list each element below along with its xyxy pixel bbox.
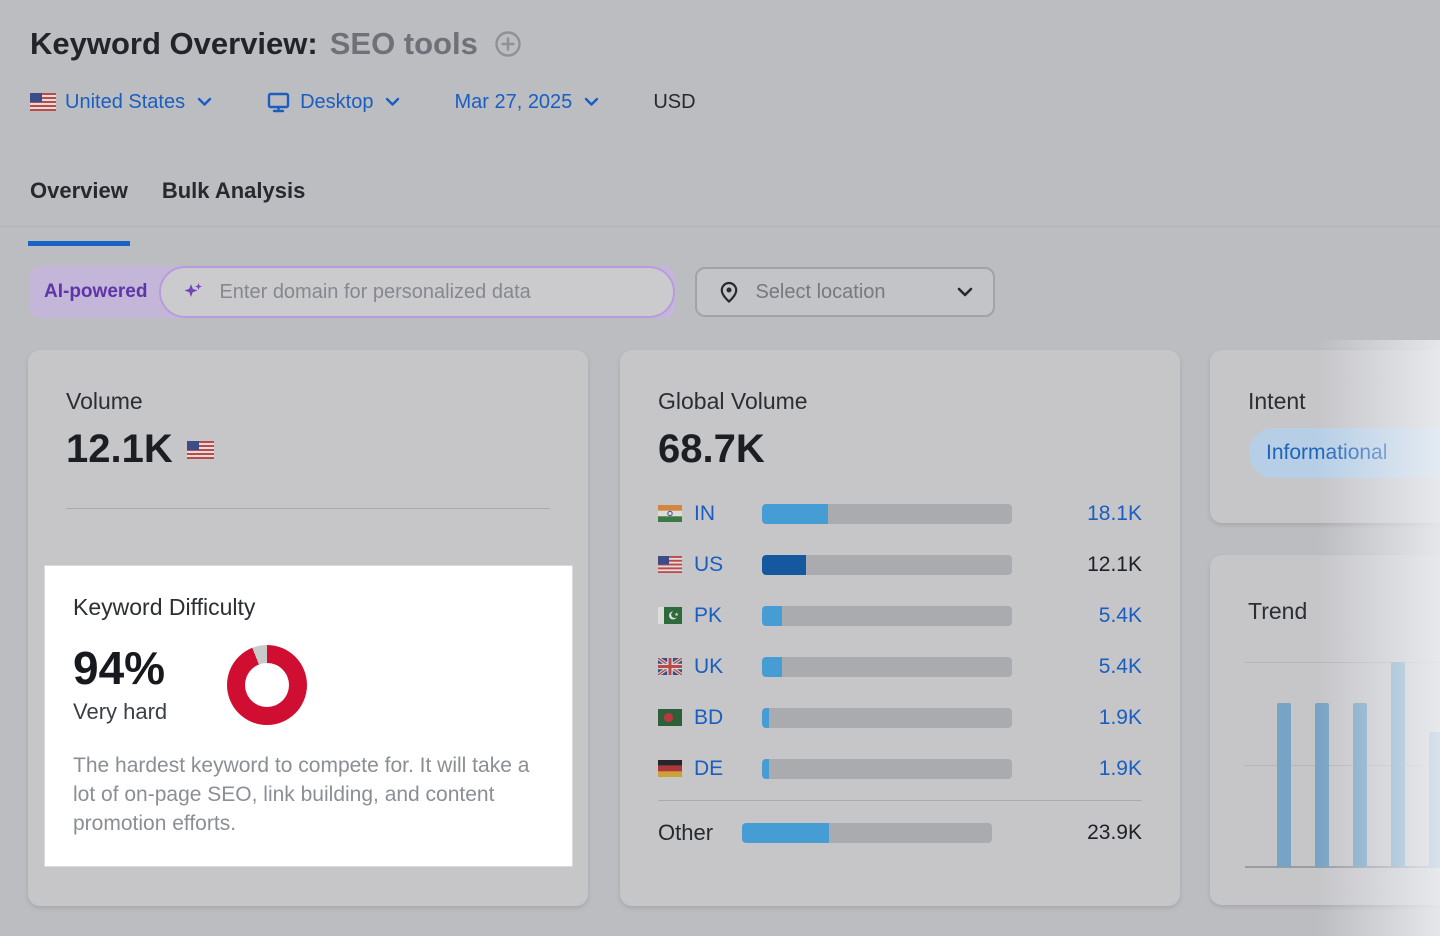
device-filter[interactable]: Desktop	[266, 90, 400, 114]
chevron-down-icon	[385, 97, 400, 107]
country-volume-amount[interactable]: 5.4K	[1098, 603, 1142, 627]
tabs: Overview Bulk Analysis	[0, 176, 1440, 246]
other-volume-amount: 23.9K	[1087, 820, 1142, 844]
chevron-down-icon	[957, 287, 973, 298]
page-title: Keyword Overview:	[30, 26, 318, 61]
country-link-in[interactable]: IN	[694, 501, 715, 525]
country-row-pk: PK 5.4K	[658, 590, 1142, 641]
global-volume-label: Global Volume	[658, 388, 808, 414]
divider	[66, 508, 550, 509]
country-volume-bar	[762, 554, 1012, 575]
country-volume-amount[interactable]: 1.9K	[1098, 756, 1142, 780]
filter-bar: United States Desktop Mar 27, 2025 USD	[30, 90, 696, 114]
date-filter[interactable]: Mar 27, 2025	[454, 91, 599, 114]
country-volume-bar	[762, 707, 1012, 728]
country-volume-bar	[762, 758, 1012, 779]
date-filter-label: Mar 27, 2025	[454, 90, 573, 113]
country-link-bd[interactable]: BD	[694, 705, 724, 729]
trend-bar	[1315, 703, 1329, 867]
keyword-difficulty-panel: Keyword Difficulty 94% Very hard The har…	[44, 565, 573, 867]
currency-label: USD	[653, 90, 696, 113]
other-volume-row: Other 23.9K	[658, 807, 1142, 858]
global-volume-value: 68.7K	[658, 427, 765, 471]
plus-circle-icon[interactable]	[494, 30, 522, 58]
keyword-difficulty-description: The hardest keyword to compete for. It w…	[73, 754, 530, 835]
country-volume-amount: 12.1K	[1087, 552, 1142, 576]
us-flag-icon	[658, 556, 682, 573]
keyword-difficulty-label: Keyword Difficulty	[73, 594, 256, 620]
tab-overview[interactable]: Overview	[28, 176, 130, 246]
page-keyword: SEO tools	[329, 26, 478, 61]
country-filter[interactable]: United States	[30, 91, 212, 114]
chevron-down-icon	[584, 97, 599, 107]
country-row-in: IN 18.1K	[658, 488, 1142, 539]
device-filter-label: Desktop	[300, 90, 374, 113]
country-row-us: US 12.1K	[658, 539, 1142, 590]
trend-bar	[1429, 731, 1440, 867]
keyword-difficulty-level: Very hard	[73, 699, 168, 724]
divider	[658, 800, 1142, 801]
country-volume-amount[interactable]: 5.4K	[1098, 654, 1142, 678]
select-location-label: Select location	[755, 280, 886, 303]
country-link-de[interactable]: DE	[694, 756, 724, 780]
country-volume-amount[interactable]: 18.1K	[1087, 501, 1142, 525]
pk-flag-icon	[658, 607, 682, 624]
country-volume-list: IN 18.1K US 12.1K PK 5.4K	[658, 488, 1142, 858]
country-row-bd: BD 1.9K	[658, 692, 1142, 743]
intent-badge-text: Informational	[1266, 441, 1388, 464]
country-volume-bar	[762, 503, 1012, 524]
desktop-icon	[266, 90, 291, 114]
chevron-down-icon	[197, 97, 212, 107]
country-link-us[interactable]: US	[694, 552, 724, 576]
trend-card: Trend	[1210, 555, 1440, 905]
domain-input[interactable]: Enter domain for personalized data	[159, 266, 676, 318]
ai-powered-badge: AI-powered	[44, 281, 148, 302]
global-volume-card: Global Volume 68.7K IN 18.1K US 12.1K	[620, 350, 1180, 906]
intent-label: Intent	[1248, 388, 1306, 414]
us-flag-icon	[30, 93, 56, 111]
country-link-uk[interactable]: UK	[694, 654, 724, 678]
keyword-difficulty-value: 94%	[73, 642, 166, 694]
trend-bar	[1277, 703, 1291, 867]
domain-input-placeholder: Enter domain for personalized data	[219, 280, 531, 303]
location-pin-icon	[717, 280, 741, 304]
de-flag-icon	[658, 760, 682, 777]
volume-card: Volume 12.1K Keyword Difficulty 94% Very…	[28, 350, 588, 906]
trend-label: Trend	[1248, 598, 1308, 624]
other-label: Other	[658, 819, 714, 845]
trend-bar	[1391, 662, 1405, 867]
difficulty-donut-chart	[227, 645, 307, 725]
ai-powered-group: AI-powered Enter domain for personalized…	[30, 266, 676, 318]
trend-bar	[1353, 703, 1367, 867]
volume-label: Volume	[66, 388, 143, 414]
country-row-uk: UK 5.4K	[658, 641, 1142, 692]
country-filter-label: United States	[65, 90, 186, 113]
page-header: Keyword Overview: SEO tools	[30, 26, 522, 62]
intent-badge[interactable]: Informational	[1249, 428, 1440, 478]
tab-bulk-analysis[interactable]: Bulk Analysis	[161, 178, 306, 203]
sparkle-icon	[181, 280, 205, 304]
country-volume-amount[interactable]: 1.9K	[1098, 705, 1142, 729]
country-link-pk[interactable]: PK	[694, 603, 723, 627]
volume-value: 12.1K	[66, 427, 173, 471]
intent-card: Intent Informational	[1210, 350, 1440, 523]
us-flag-icon	[186, 440, 214, 459]
trend-chart	[1245, 662, 1440, 868]
controls-row: AI-powered Enter domain for personalized…	[30, 266, 996, 318]
other-volume-bar	[742, 822, 992, 843]
country-row-de: DE 1.9K	[658, 743, 1142, 794]
country-volume-bar	[762, 605, 1012, 626]
bd-flag-icon	[658, 709, 682, 726]
in-flag-icon	[658, 505, 682, 522]
country-volume-bar	[762, 656, 1012, 677]
uk-flag-icon	[658, 658, 682, 675]
select-location-button[interactable]: Select location	[695, 267, 996, 317]
